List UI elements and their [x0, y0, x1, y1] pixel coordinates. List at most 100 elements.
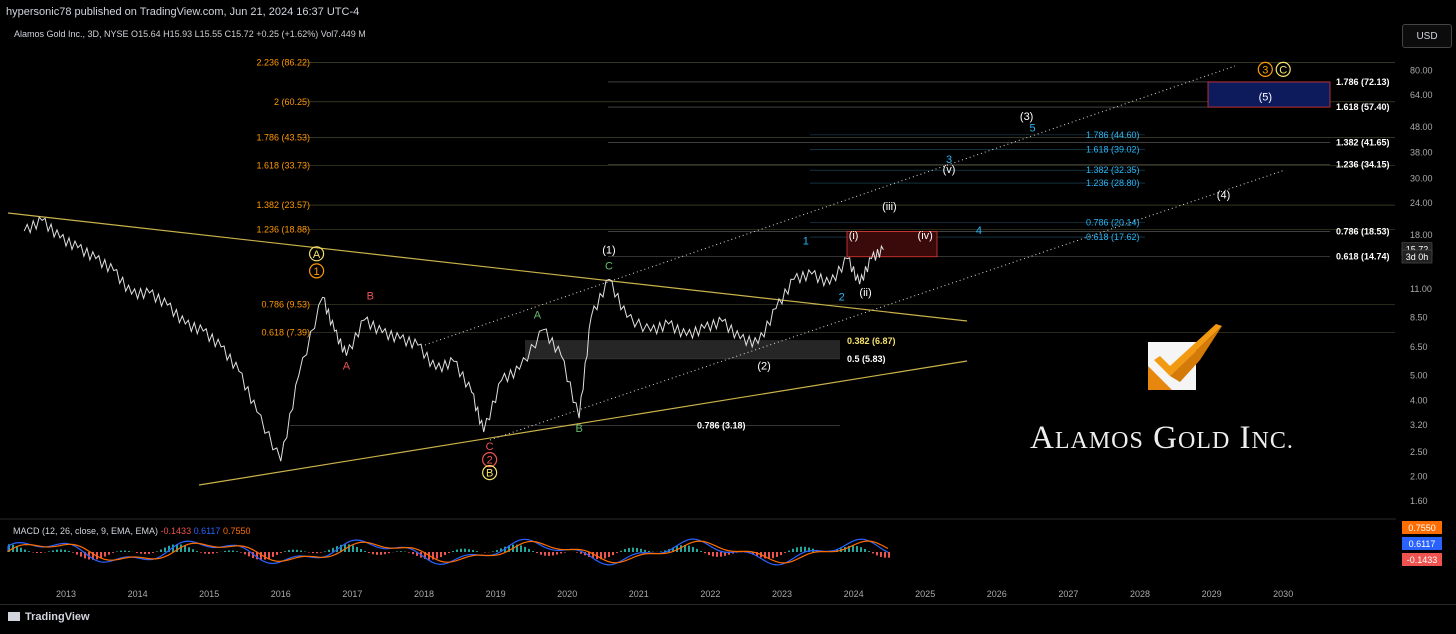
- macd-histogram-bar: [868, 551, 870, 552]
- x-tick-label: 2018: [414, 589, 434, 599]
- macd-tag: 0.6117: [1409, 539, 1436, 549]
- macd-histogram-bar: [164, 548, 166, 552]
- x-tick-label: 2028: [1130, 589, 1150, 599]
- tradingview-brand[interactable]: TradingView: [8, 611, 90, 623]
- macd-histogram-bar: [364, 551, 366, 552]
- y-tick-label: 80.00: [1410, 66, 1433, 76]
- macd-histogram-bar: [144, 552, 146, 554]
- y-tick-label: 30.00: [1410, 174, 1433, 184]
- macd-histogram-bar: [400, 551, 402, 552]
- wave-label: B: [486, 468, 493, 480]
- macd-histogram-bar: [544, 552, 546, 556]
- macd-histogram-bar: [780, 552, 782, 555]
- macd-histogram-bar: [692, 547, 694, 552]
- x-tick-label: 2026: [987, 589, 1007, 599]
- macd-histogram-bar: [792, 549, 794, 552]
- footer-bar: [0, 604, 1456, 634]
- fib-label-right: 1.382 (41.65): [1336, 137, 1390, 147]
- macd-histogram-bar: [268, 552, 270, 559]
- wave-label: 4: [976, 225, 982, 237]
- wave-label: 2: [839, 292, 845, 304]
- macd-histogram-bar: [388, 552, 390, 553]
- macd-histogram-bar: [20, 548, 22, 552]
- x-tick-label: 2016: [271, 589, 291, 599]
- macd-histogram-bar: [700, 551, 702, 552]
- macd-histogram-bar: [800, 547, 802, 552]
- logo-text: ALAMOS GOLD INC.: [1030, 420, 1330, 457]
- macd-histogram-bar: [612, 552, 614, 555]
- macd-histogram-bar: [556, 552, 558, 555]
- macd-histogram-bar: [852, 546, 854, 552]
- support-zone: [525, 341, 840, 359]
- macd-histogram-bar: [212, 552, 214, 554]
- macd-histogram-bar: [248, 552, 250, 556]
- fib-label-mid: 0.5 (5.83): [847, 354, 886, 364]
- macd-histogram-bar: [28, 551, 30, 552]
- wave-label: A: [534, 310, 542, 322]
- fib-label-left: 1.618 (33.73): [256, 161, 310, 171]
- macd-histogram-bar: [120, 551, 122, 552]
- macd-histogram-bar: [312, 552, 314, 553]
- macd-histogram-bar: [708, 552, 710, 555]
- wave-label: 1: [803, 235, 809, 247]
- macd-histogram-bar: [376, 552, 378, 555]
- macd-histogram-bar: [72, 552, 74, 553]
- macd-histogram-bar: [128, 551, 130, 552]
- x-tick-label: 2023: [772, 589, 792, 599]
- macd-histogram-bar: [608, 552, 610, 557]
- macd-histogram-bar: [328, 550, 330, 552]
- fib-label-cyan: 1.786 (44.60): [1086, 130, 1140, 140]
- macd-histogram-bar: [104, 552, 106, 557]
- price-series-line: [24, 217, 883, 461]
- macd-histogram-bar: [552, 552, 554, 555]
- y-tick-label: 18.00: [1410, 230, 1433, 240]
- macd-histogram-bar: [604, 552, 606, 559]
- macd-histogram-bar: [108, 552, 110, 555]
- macd-histogram-bar: [580, 552, 582, 554]
- macd-histogram-bar: [412, 552, 414, 554]
- y-tick-label: 2.50: [1410, 447, 1428, 457]
- wave-label: (5): [1259, 91, 1272, 103]
- y-tick-label: 1.60: [1410, 496, 1428, 506]
- macd-histogram-bar: [636, 548, 638, 552]
- macd-histogram-bar: [660, 551, 662, 552]
- macd-tag: 0.7550: [1408, 523, 1436, 533]
- macd-histogram-bar: [304, 551, 306, 552]
- fib-label-mid: 0.786 (3.18): [697, 421, 746, 431]
- macd-histogram-bar: [648, 551, 650, 552]
- y-tick-label: 24.00: [1410, 198, 1433, 208]
- wave-label: (4): [1217, 190, 1230, 202]
- macd-line: [8, 539, 888, 565]
- macd-histogram-bar: [528, 549, 530, 552]
- macd-histogram-bar: [380, 552, 382, 555]
- x-tick-label: 2029: [1202, 589, 1222, 599]
- macd-histogram-bar: [56, 550, 58, 552]
- wave-label: C: [486, 441, 494, 453]
- macd-histogram-bar: [280, 552, 282, 553]
- macd-histogram-bar: [564, 552, 566, 553]
- y-tick-label: 48.00: [1410, 122, 1433, 132]
- tradingview-logo-icon: [8, 612, 20, 621]
- macd-histogram-bar: [640, 549, 642, 552]
- macd-histogram-bar: [264, 552, 266, 560]
- macd-histogram-bar: [48, 551, 50, 552]
- macd-histogram-bar: [136, 552, 138, 553]
- wave-label: (1): [602, 244, 615, 256]
- symbol-legend: Alamos Gold Inc., 3D, NYSE O15.64 H15.93…: [14, 29, 366, 39]
- macd-histogram-bar: [360, 549, 362, 552]
- wave-label: (iii): [882, 201, 897, 213]
- y-tick-label: 5.00: [1410, 371, 1428, 381]
- currency-button[interactable]: USD: [1402, 24, 1452, 48]
- macd-histogram-bar: [292, 550, 294, 552]
- wave-label: (2): [757, 360, 770, 372]
- macd-histogram-bar: [872, 552, 874, 553]
- fib-label-cyan: 0.786 (20.14): [1086, 217, 1140, 227]
- macd-histogram-bar: [396, 551, 398, 552]
- macd-histogram-bar: [460, 549, 462, 552]
- macd-histogram-bar: [492, 551, 494, 552]
- fib-label-left: 1.786 (43.53): [256, 133, 310, 143]
- macd-histogram-bar: [520, 545, 522, 552]
- macd-histogram-bar: [576, 552, 578, 553]
- fib-label-left: 0.618 (7.39): [261, 328, 310, 338]
